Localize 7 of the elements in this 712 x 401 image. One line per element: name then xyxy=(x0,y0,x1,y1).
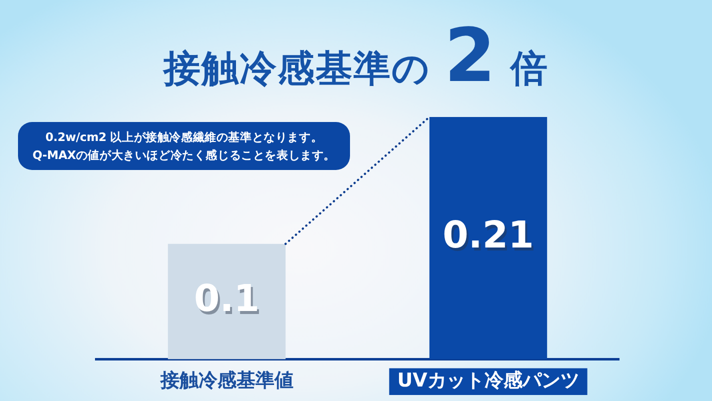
callout-box: 0.2w/cm2 以上が接触冷感繊維の基準となります。 Q-MAXの値が大きいほど冷たく感じることを表します。 xyxy=(18,122,350,170)
data-label: 0.1 xyxy=(194,277,260,320)
x-tick-label: UVカット冷感パンツ xyxy=(397,370,580,392)
x-tick-label: 接触冷感基準値 xyxy=(159,370,294,392)
chart-title: 接触冷感基準の 2 倍 xyxy=(163,13,549,99)
data-label: 0.21 xyxy=(442,214,534,257)
annotation: 0.2w/cm2 以上が接触冷感繊維の基準となります。 Q-MAXの値が大きいほど冷たく感じることを表します。 xyxy=(32,129,336,164)
